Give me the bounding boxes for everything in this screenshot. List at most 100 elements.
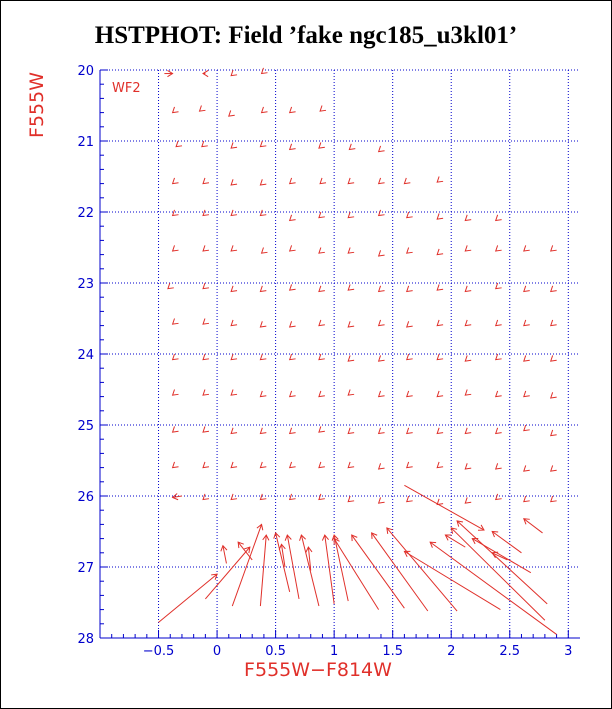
displacement-vector — [464, 389, 472, 396]
displacement-vector — [259, 353, 267, 361]
displacement-vector — [405, 353, 413, 361]
displacement-vector — [288, 427, 296, 435]
vector-head — [523, 285, 530, 293]
displacement-vector — [158, 573, 218, 623]
vector-head — [347, 389, 355, 396]
displacement-vector — [405, 427, 413, 435]
displacement-vector — [523, 465, 530, 472]
y-axis-label: F555W — [26, 72, 48, 138]
displacement-vector — [549, 285, 557, 293]
vector-head — [259, 285, 267, 293]
vector-head — [211, 573, 218, 580]
displacement-vector — [347, 427, 355, 435]
vector-head — [347, 321, 355, 328]
vector-head — [405, 353, 413, 361]
vector-head — [377, 463, 385, 470]
displacement-vector — [202, 69, 209, 78]
displacement-vector — [464, 285, 472, 293]
vector-head — [288, 461, 296, 469]
displacement-vector — [347, 321, 355, 328]
vector-head — [202, 493, 210, 501]
vector-head — [288, 353, 296, 361]
vector-shaft — [456, 520, 548, 605]
vector-head — [436, 353, 444, 361]
displacement-vector — [202, 318, 210, 325]
vector-head — [230, 427, 238, 435]
displacement-vector — [259, 321, 267, 328]
displacement-vector — [259, 179, 267, 186]
vector-head — [456, 520, 464, 527]
displacement-vector — [202, 426, 210, 433]
displacement-vector — [436, 461, 444, 469]
vector-head — [403, 177, 411, 185]
vector-head — [259, 321, 267, 328]
displacement-vector — [259, 461, 267, 469]
vector-head — [288, 427, 296, 435]
vector-head — [386, 527, 393, 534]
displacement-vector — [494, 319, 502, 327]
displacement-vector — [288, 353, 296, 361]
displacement-vector — [288, 245, 296, 252]
displacement-vector — [377, 355, 385, 362]
displacement-vector — [347, 461, 355, 469]
displacement-vector — [318, 426, 325, 433]
vector-head — [523, 518, 530, 525]
vector-head — [491, 530, 499, 538]
vector-head — [491, 551, 499, 559]
vector-head — [171, 353, 179, 361]
displacement-vector — [347, 247, 355, 254]
displacement-vector — [171, 318, 179, 325]
vector-head — [273, 531, 281, 539]
vector-head — [436, 284, 444, 291]
vector-head — [288, 177, 296, 185]
vector-head — [347, 461, 355, 469]
vector-head — [318, 211, 325, 219]
displacement-vector — [305, 546, 313, 571]
vector-head — [260, 247, 268, 254]
displacement-vector — [288, 461, 296, 469]
displacement-vector — [523, 319, 530, 327]
displacement-vector — [230, 319, 238, 327]
vector-head — [347, 177, 355, 185]
vector-shaft — [204, 546, 251, 600]
displacement-vector — [464, 427, 472, 435]
vector-shaft — [231, 524, 263, 607]
vector-head — [230, 389, 238, 396]
displacement-vector — [230, 427, 238, 435]
vector-head — [262, 534, 270, 541]
vector-head — [436, 248, 444, 256]
displacement-vector — [230, 142, 238, 149]
vector-shaft — [259, 535, 267, 607]
displacement-vector — [494, 353, 502, 361]
vector-head — [494, 390, 502, 398]
vector-head — [405, 427, 413, 435]
vector-shaft — [445, 534, 466, 548]
vector-head — [436, 427, 444, 435]
vector-head — [259, 140, 267, 148]
vector-head — [278, 543, 286, 551]
displacement-vector — [273, 531, 291, 592]
vector-head — [464, 245, 472, 252]
vector-head — [256, 523, 264, 531]
vector-head — [167, 282, 174, 290]
displacement-vector — [171, 177, 179, 185]
vector-shaft — [333, 534, 349, 602]
displacement-vector — [494, 282, 502, 290]
displacement-vector — [405, 285, 413, 293]
vector-shaft — [450, 527, 546, 621]
vector-shaft — [333, 538, 380, 610]
vector-head — [371, 532, 378, 539]
displacement-vector — [202, 177, 210, 185]
vector-head — [220, 544, 228, 552]
displacement-vector — [436, 353, 444, 361]
vector-head — [377, 250, 385, 257]
displacement-vector — [549, 245, 557, 252]
vector-head — [228, 110, 235, 117]
vector-head — [288, 214, 296, 222]
vector-head — [201, 140, 208, 148]
displacement-vector — [171, 106, 179, 114]
displacement-vector — [231, 523, 264, 607]
displacement-vector — [333, 537, 380, 610]
vector-head — [333, 537, 340, 545]
